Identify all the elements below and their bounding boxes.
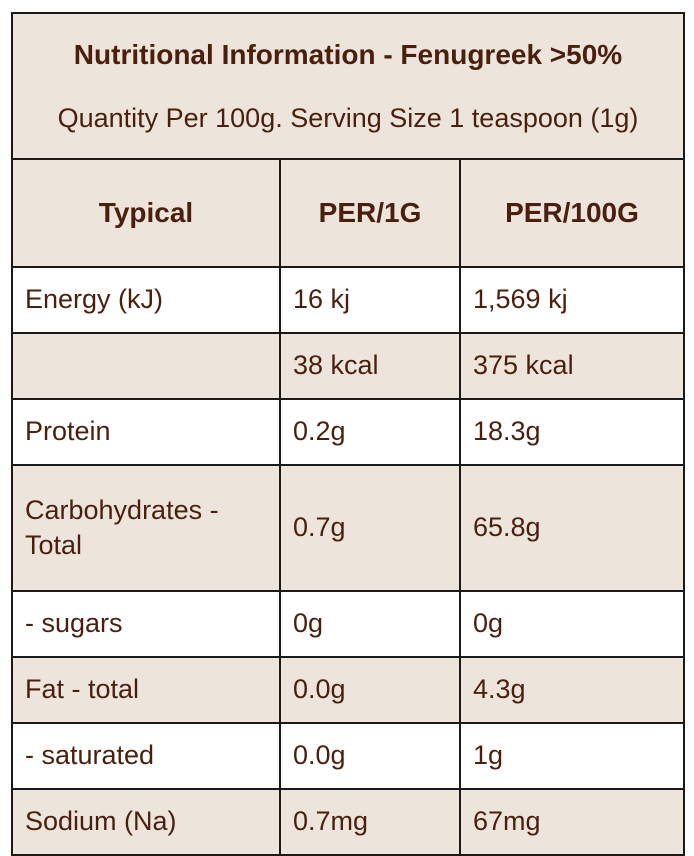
header-per-100g: PER/100G	[459, 158, 685, 268]
nutrient-label: - saturated	[11, 722, 281, 790]
nutrient-label: Carbohydrates - Total	[11, 464, 281, 592]
table-subtitle: Quantity Per 100g. Serving Size 1 teaspo…	[57, 103, 639, 133]
per-100g-value: 18.3g	[459, 398, 685, 466]
table-row-sodium: Sodium (Na) 0.7mg 67mg	[11, 788, 685, 856]
per-1g-value: 38 kcal	[279, 332, 461, 400]
nutrient-label: - sugars	[11, 590, 281, 658]
header-typical: Typical	[11, 158, 281, 268]
per-1g-value: 0.0g	[279, 656, 461, 724]
per-1g-value: 0.0g	[279, 722, 461, 790]
nutrient-label: Energy (kJ)	[11, 266, 281, 334]
per-100g-value: 4.3g	[459, 656, 685, 724]
per-100g-value: 1,569 kj	[459, 266, 685, 334]
table-caption-cell: Nutritional Information - Fenugreek >50%…	[11, 12, 685, 160]
table-row-fat-total: Fat - total 0.0g 4.3g	[11, 656, 685, 724]
header-per-1g: PER/1G	[279, 158, 461, 268]
nutrition-table: Nutritional Information - Fenugreek >50%…	[11, 12, 685, 856]
per-100g-value: 65.8g	[459, 464, 685, 592]
table-row-sugars: - sugars 0g 0g	[11, 590, 685, 658]
table-row-protein: Protein 0.2g 18.3g	[11, 398, 685, 466]
nutrient-label: Sodium (Na)	[11, 788, 281, 856]
per-1g-value: 0g	[279, 590, 461, 658]
per-1g-value: 16 kj	[279, 266, 461, 334]
per-100g-value: 375 kcal	[459, 332, 685, 400]
per-100g-value: 1g	[459, 722, 685, 790]
table-row-energy-kcal: 38 kcal 375 kcal	[11, 332, 685, 400]
per-1g-value: 0.7g	[279, 464, 461, 592]
nutrient-label	[11, 332, 281, 400]
table-row-carbohydrates: Carbohydrates - Total 0.7g 65.8g	[11, 464, 685, 592]
per-1g-value: 0.7mg	[279, 788, 461, 856]
per-100g-value: 67mg	[459, 788, 685, 856]
nutrient-label: Fat - total	[11, 656, 281, 724]
table-title: Nutritional Information - Fenugreek >50%	[73, 39, 623, 70]
header-row: Typical PER/1G PER/100G	[11, 158, 685, 268]
table-row-saturated: - saturated 0.0g 1g	[11, 722, 685, 790]
nutrition-table-container: Nutritional Information - Fenugreek >50%…	[11, 12, 685, 856]
per-1g-value: 0.2g	[279, 398, 461, 466]
table-row-energy-kj: Energy (kJ) 16 kj 1,569 kj	[11, 266, 685, 334]
per-100g-value: 0g	[459, 590, 685, 658]
nutrient-label: Protein	[11, 398, 281, 466]
